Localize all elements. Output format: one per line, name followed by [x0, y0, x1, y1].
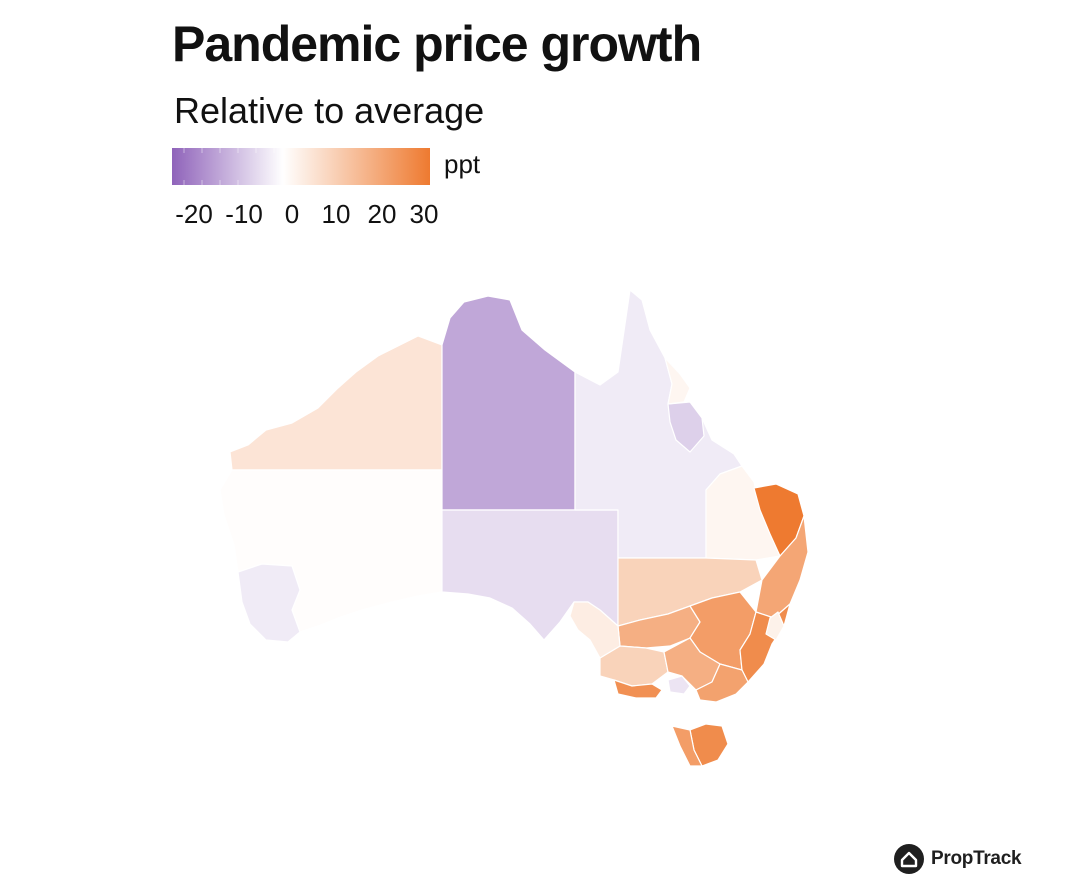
legend-tick-label: 30 — [409, 199, 439, 229]
legend-tick-label: 10 — [321, 199, 351, 229]
legend-tick-labels: -20 -10 0 10 20 30 — [172, 196, 472, 232]
region-nt-outback — [441, 295, 576, 511]
region-tasmania-north-west — [671, 725, 703, 767]
legend-color-scale — [172, 148, 430, 185]
region-wa-outback-north — [229, 335, 443, 471]
legend-gradient — [172, 148, 430, 185]
house-icon — [894, 844, 924, 874]
region-melbourne — [667, 675, 691, 695]
region-sydney — [765, 611, 785, 641]
legend-tick-label: -10 — [225, 199, 263, 229]
brand-name: PropTrack — [931, 848, 1022, 869]
legend-tick-label: 20 — [367, 199, 397, 229]
map-subtitle: Relative to average — [174, 90, 485, 131]
legend-tick-label: 0 — [284, 199, 300, 229]
region-coffs-harbour — [755, 515, 809, 619]
legend-unit-label: ppt — [444, 149, 481, 179]
region-cairns — [664, 357, 691, 405]
region-gippsland — [695, 663, 749, 703]
region-warrnambool — [613, 679, 663, 699]
region-perth — [237, 563, 301, 643]
region-adelaide — [569, 601, 621, 659]
map-title: Pandemic price growth — [172, 16, 702, 72]
region-townsville — [667, 401, 705, 453]
legend-tick-label: -20 — [175, 199, 213, 229]
proptrack-logo: PropTrack — [893, 842, 1022, 876]
